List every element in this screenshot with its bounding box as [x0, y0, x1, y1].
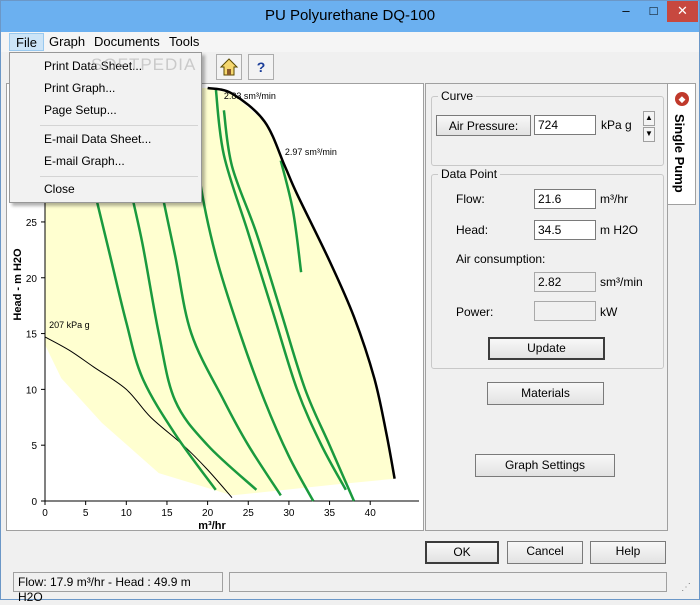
- status-bar: Flow: 17.9 m³/hr - Head : 49.9 m H2O ⋰: [1, 570, 699, 604]
- x-tick-label: 20: [202, 508, 214, 519]
- series-line-air-consumption: [214, 87, 347, 491]
- curve-group-label: Curve: [438, 89, 477, 103]
- menu-item-email-data-sheet[interactable]: E-mail Data Sheet...: [44, 132, 152, 146]
- watermark: SOFTPEDIA: [91, 55, 197, 74]
- flow-input[interactable]: 21.6: [534, 189, 596, 209]
- flow-unit: m³/hr: [600, 192, 628, 206]
- chart-annotation: 207 kPa g: [49, 320, 90, 330]
- power-label: Power:: [456, 305, 494, 319]
- head-unit: m H2O: [600, 223, 639, 237]
- y-tick-label: 20: [26, 274, 38, 285]
- title-bar[interactable]: PU Polyurethane DQ-100 – □ ✕: [1, 1, 699, 32]
- window-title: PU Polyurethane DQ-100: [264, 7, 436, 24]
- y-tick-label: 10: [26, 385, 38, 396]
- y-axis-label: Head - m H2O: [12, 248, 24, 321]
- menu-tools[interactable]: Tools: [169, 34, 200, 49]
- tab-single-pump[interactable]: ◆ Single Pump: [668, 83, 696, 205]
- air-consumption-label: Air consumption:: [456, 252, 546, 266]
- menu-file[interactable]: File: [9, 33, 44, 51]
- x-axis-label: m³/hr: [198, 520, 226, 530]
- spin-down-arrow-icon[interactable]: ▼: [643, 127, 655, 142]
- data-point-group: Data Point Flow: 21.6 m³/hr Head: 34.5 m…: [431, 167, 664, 369]
- menu-bar: File Graph Documents Tools: [1, 32, 699, 52]
- air-consumption-value: 2.82: [534, 272, 596, 292]
- right-panel: Curve Air Pressure: 724 kPa g ▲ ▼ Data P…: [425, 83, 668, 531]
- pump-icon: ◆: [675, 92, 689, 106]
- flow-label: Flow:: [456, 192, 485, 206]
- air-pressure-spinner[interactable]: ▲ ▼: [643, 111, 655, 142]
- help-button[interactable]: Help: [590, 541, 666, 564]
- resize-grip-icon[interactable]: ⋰: [681, 582, 691, 593]
- home-tool-button[interactable]: [216, 54, 242, 80]
- home-icon: [219, 58, 239, 76]
- head-label: Head:: [456, 223, 489, 237]
- data-point-group-label: Data Point: [438, 167, 501, 181]
- series-line-air-consumption: [279, 160, 303, 273]
- series-line-207kpa: [44, 336, 233, 498]
- chart-annotation: 2.97 sm³/min: [285, 147, 337, 157]
- minimize-button[interactable]: –: [622, 3, 630, 18]
- menu-separator: [40, 176, 198, 177]
- x-tick-label: 30: [283, 508, 295, 519]
- update-button[interactable]: Update: [488, 337, 605, 360]
- file-dropdown-menu: Print Data Sheet... Print Graph... Page …: [9, 52, 202, 203]
- menu-item-print-graph[interactable]: Print Graph...: [44, 81, 116, 95]
- air-pressure-input[interactable]: 724: [534, 115, 596, 135]
- power-value: [534, 301, 596, 321]
- menu-item-print-data-sheet[interactable]: Print Data Sheet...: [44, 59, 143, 73]
- y-tick-label: 5: [31, 441, 37, 452]
- y-tick-label: 15: [26, 330, 38, 341]
- help-tool-button[interactable]: ?: [248, 54, 274, 80]
- menu-documents[interactable]: Documents: [94, 34, 160, 49]
- air-consumption-unit: sm³/min: [600, 275, 643, 289]
- menu-graph[interactable]: Graph: [49, 34, 86, 49]
- maximize-button[interactable]: □: [649, 3, 658, 18]
- x-tick-label: 35: [324, 508, 336, 519]
- x-tick-label: 25: [243, 508, 255, 519]
- y-tick-label: 0: [31, 497, 37, 508]
- x-tick-label: 15: [161, 508, 173, 519]
- cancel-button[interactable]: Cancel: [507, 541, 583, 564]
- x-tick-label: 0: [42, 508, 48, 519]
- air-pressure-unit: kPa g: [601, 118, 632, 132]
- graph-settings-button[interactable]: Graph Settings: [475, 454, 615, 477]
- ok-button[interactable]: OK: [425, 541, 499, 564]
- x-tick-label: 5: [83, 508, 89, 519]
- power-unit: kW: [600, 305, 618, 319]
- curve-group: Curve Air Pressure: 724 kPa g ▲ ▼: [431, 89, 664, 166]
- menu-item-page-setup[interactable]: Page Setup...: [44, 103, 117, 117]
- series-line-air-consumption: [222, 110, 356, 502]
- close-button[interactable]: ✕: [667, 1, 698, 22]
- envelope-max-line: [207, 86, 396, 479]
- menu-item-email-graph[interactable]: E-mail Graph...: [44, 154, 125, 168]
- pump-curve-chart[interactable]: 051015202530354005101520253035m³/hrHead …: [6, 83, 424, 531]
- x-tick-label: 40: [365, 508, 377, 519]
- air-pressure-button[interactable]: Air Pressure:: [436, 115, 531, 136]
- menu-separator: [40, 125, 198, 126]
- status-pane-empty: [229, 572, 667, 592]
- spin-up-arrow-icon[interactable]: ▲: [643, 111, 655, 126]
- menu-item-close[interactable]: Close: [44, 182, 75, 196]
- chart-annotation: 2.83 sm³/min: [224, 91, 276, 101]
- status-text: Flow: 17.9 m³/hr - Head : 49.9 m H2O: [13, 572, 223, 604]
- tab-single-pump-label: Single Pump: [672, 114, 687, 193]
- y-tick-label: 25: [26, 218, 38, 229]
- materials-button[interactable]: Materials: [487, 382, 604, 405]
- head-input[interactable]: 34.5: [534, 220, 596, 240]
- x-tick-label: 10: [121, 508, 133, 519]
